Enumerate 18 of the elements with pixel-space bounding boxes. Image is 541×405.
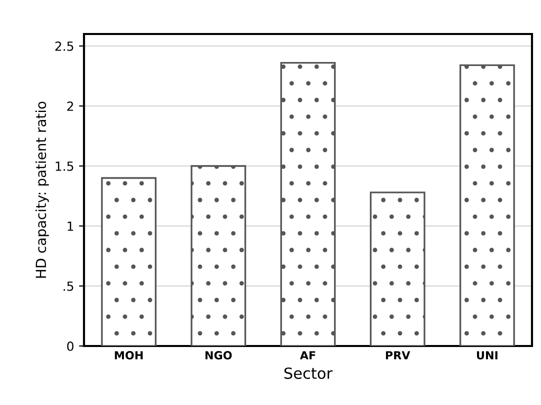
x-tick-label: AF (300, 351, 316, 360)
bar (280, 62, 336, 346)
y-tick-label: 2.5 (55, 41, 74, 51)
bar (190, 165, 246, 346)
y-tick-label: 0 (67, 341, 74, 351)
y-tick-label: 2 (67, 101, 74, 111)
y-tick-label: 1 (68, 222, 74, 231)
x-axis-title: Sector (284, 367, 333, 379)
bar (459, 64, 515, 346)
x-tick-label: UNI (476, 351, 498, 360)
y-axis-title: HD capacity: patient ratio (35, 102, 49, 278)
bar (101, 177, 157, 346)
x-tick-label: PRV (386, 351, 410, 360)
y-tick-label: 1.5 (56, 162, 74, 171)
x-tick-label: MOH (114, 351, 143, 360)
y-tick-label: .5 (64, 282, 74, 291)
x-tick-label: NGO (205, 351, 232, 360)
bar (370, 192, 426, 346)
